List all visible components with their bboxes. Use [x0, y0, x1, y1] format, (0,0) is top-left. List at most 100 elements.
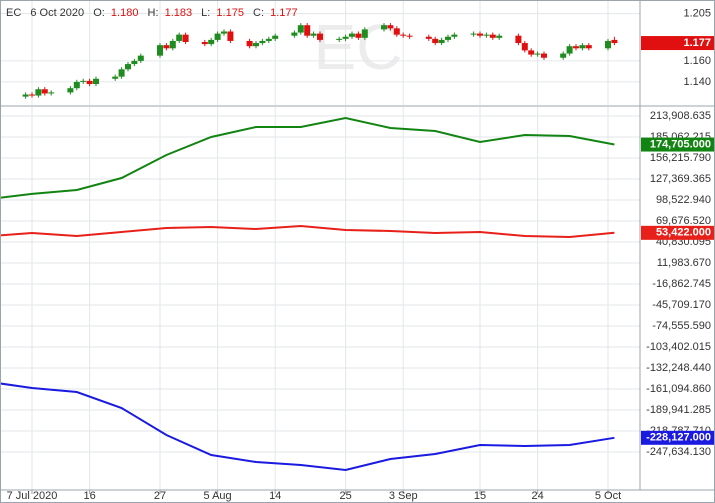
- last-value-label: 53,422.000: [656, 227, 711, 239]
- candle-body: [201, 42, 208, 45]
- candle-body: [521, 43, 528, 51]
- candle-body: [387, 25, 394, 29]
- candle-body: [272, 35, 279, 39]
- y-tick-label: -132,248.440: [646, 362, 711, 374]
- candle-body: [477, 33, 483, 36]
- candle-body: [157, 45, 163, 56]
- candle-body: [573, 46, 579, 49]
- candle-body: [131, 60, 138, 65]
- y-tick-label: 1.140: [683, 76, 711, 88]
- candle-body: [342, 36, 349, 39]
- last-value-tag: [641, 225, 714, 240]
- candle-body: [48, 92, 55, 94]
- x-tick-label: 5 Aug: [204, 490, 232, 502]
- x-tick-label: 3 Sep: [389, 490, 418, 502]
- candle-body: [176, 34, 183, 41]
- field-value: 1.180: [111, 7, 139, 19]
- candle-body: [169, 40, 176, 49]
- field-label: H:: [148, 7, 159, 19]
- candle-body: [163, 45, 170, 49]
- y-tick-label: 98,522.940: [656, 194, 711, 206]
- last-value-label: -228,127.000: [646, 432, 711, 444]
- last-value-label: 174,705.000: [650, 138, 711, 150]
- field-value: 1.175: [216, 7, 244, 19]
- y-tick-label: 1.205: [683, 8, 711, 20]
- candle-body: [336, 38, 343, 40]
- x-tick-label: 24: [531, 490, 543, 502]
- candle-body: [470, 33, 477, 35]
- candle-body: [349, 33, 355, 37]
- candle-body: [35, 89, 42, 96]
- x-tick-label: 7 Jul 2020: [7, 490, 58, 502]
- candle-body: [355, 33, 362, 38]
- candle-body: [227, 31, 234, 41]
- field-label: L:: [201, 7, 210, 19]
- candle-body: [93, 78, 99, 84]
- field-value: 1.177: [270, 7, 298, 19]
- candle-body: [585, 45, 592, 49]
- candle-body: [29, 94, 35, 96]
- candle-body: [67, 88, 74, 93]
- y-tick-label: -103,402.015: [646, 341, 711, 353]
- y-tick-label: 127,369.365: [650, 173, 711, 185]
- candle-body: [208, 39, 215, 45]
- x-tick-label: 27: [154, 490, 166, 502]
- candle-body: [445, 36, 451, 40]
- x-tick-label: 25: [339, 490, 351, 502]
- axes: 1.2051.1601.1401.177213,908.635185,062.2…: [7, 8, 714, 502]
- candle-body: [304, 25, 311, 36]
- candle-body: [611, 39, 618, 44]
- candle-body: [432, 38, 439, 44]
- candle-body: [86, 80, 93, 84]
- series-line: [0, 116, 615, 199]
- candle-body: [137, 55, 144, 61]
- y-tick-label: -16,862.745: [652, 278, 711, 290]
- y-tick-label: 11,983.670: [657, 257, 711, 269]
- series-line: [0, 382, 615, 472]
- candle-body: [182, 34, 189, 42]
- candle-body: [317, 33, 323, 40]
- panel: [0, 116, 615, 472]
- candle-body: [265, 38, 272, 41]
- candle-body: [22, 94, 29, 97]
- header: EC 6 Oct 2020 O: 1.180 H: 1.183 L: 1.175…: [6, 7, 298, 19]
- field-label: O:: [93, 7, 105, 19]
- candle-body: [393, 28, 400, 35]
- candle-body: [451, 34, 458, 37]
- last-value-tag: [641, 430, 714, 445]
- y-tick-label: 1.160: [683, 55, 711, 67]
- x-tick-label: 5 Oct: [595, 490, 621, 502]
- last-value-tag: [641, 137, 714, 152]
- candle-body: [41, 89, 48, 94]
- candle-body: [310, 33, 317, 36]
- y-tick-label: 156,215.790: [650, 152, 711, 164]
- candle-body: [579, 45, 586, 49]
- candle-body: [496, 35, 503, 38]
- candle-body: [381, 25, 387, 30]
- symbol: EC: [6, 7, 21, 19]
- candle-body: [297, 25, 304, 33]
- series-line: [0, 224, 615, 239]
- y-tick-label: 213,908.635: [650, 110, 711, 122]
- candle-body: [214, 33, 221, 40]
- candle-body: [605, 40, 611, 49]
- x-tick-label: 16: [83, 490, 95, 502]
- candle-body: [528, 50, 535, 55]
- candle-body: [560, 53, 567, 58]
- y-tick-label: -247,634.130: [646, 446, 711, 458]
- candle-body: [515, 35, 522, 44]
- grid: [0, 0, 640, 490]
- candle-body: [259, 40, 266, 44]
- y-tick-label: 69,676.520: [656, 215, 711, 227]
- candle-body: [566, 46, 573, 54]
- candle-body: [291, 32, 298, 36]
- candle-body: [489, 34, 496, 38]
- candle-body: [112, 76, 119, 79]
- candle-body: [118, 69, 125, 77]
- date: 6 Oct 2020: [30, 7, 84, 19]
- x-tick-label: 14: [269, 490, 281, 502]
- candle-body: [400, 34, 407, 36]
- candle-body: [406, 35, 413, 37]
